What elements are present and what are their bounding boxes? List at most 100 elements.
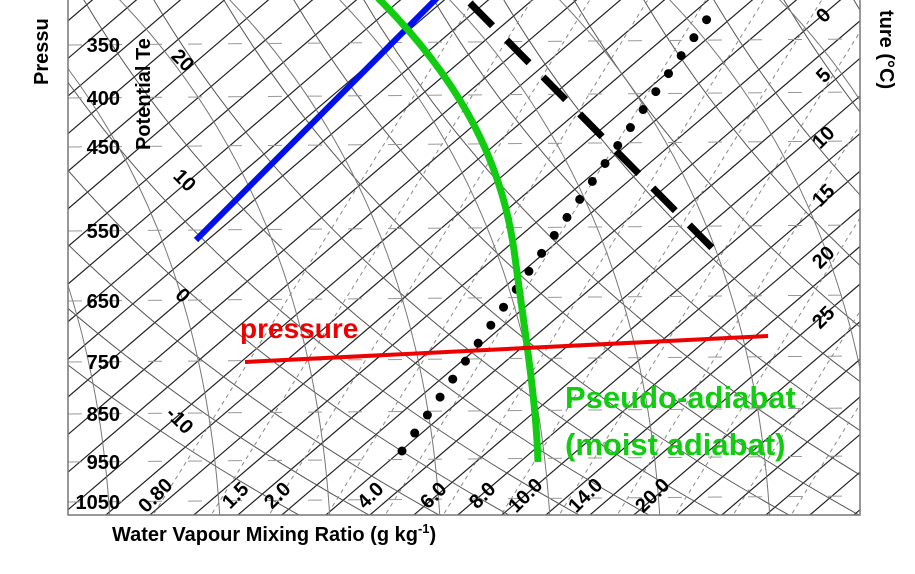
mixing-ratio-label: 1.5 [218,478,253,513]
pressure-label: 550 [87,221,120,243]
mixing-ratio-line [500,0,823,515]
highlighted-lines [193,0,769,463]
isotherm [500,208,860,515]
potential-temperature-label: -10 [161,403,197,439]
dry-adiabat [713,0,860,196]
dry-adiabat [643,0,860,267]
isobar [68,495,860,503]
background-grid [68,0,860,515]
isotherm [588,283,860,515]
potential-temperature-label: 20 [167,45,198,76]
moist-adiabat [448,0,661,515]
potential-temperature-label: 0 [171,284,194,307]
isobar [68,455,860,463]
dry-adiabat [783,0,860,113]
mixing-ratio-line [442,0,765,515]
isotherm [720,396,860,515]
isotherm [104,0,710,515]
isotherm [68,0,270,173]
dry-adiabat [363,0,860,476]
mixing-ratio-line [674,217,860,515]
isobar [68,140,860,148]
mixing-ratio-label: 20.0 [631,474,674,517]
pressure-axis-title: Pressu [31,18,53,85]
isotherm-line [467,0,729,265]
isobar-line [244,334,769,364]
potential-temperature-label: 10 [169,165,200,196]
isotherm [68,0,182,97]
title-end: ) [430,524,437,546]
dry-adiabat [223,0,791,515]
mixing-ratio-line [326,0,649,515]
dry-adiabat [68,169,511,515]
isotherm [68,0,534,398]
dry-adiabat [68,243,441,515]
moist-adiabat [228,0,441,515]
mixing-ratio-line [732,310,860,515]
mixing-ratio-line [397,7,717,456]
dry-adiabat [433,0,860,432]
moist-adiabat [558,0,771,515]
dry-adiabat [83,0,651,515]
pressure-label: 750 [87,352,120,374]
dry-adiabat [153,0,721,515]
mixing-ratio-label: 4.0 [353,478,388,513]
mixing-ratio-line [210,0,533,515]
pressure-label: 350 [87,35,120,57]
mixing-ratio-line [268,0,591,515]
mixing-ratio-label: 0.80 [134,474,177,517]
pressure-annotation: pressure [240,313,358,344]
isotherm [68,0,666,511]
isotherm [68,0,226,135]
isotherm [324,57,860,515]
isobar [68,294,860,302]
isotherm [68,0,402,285]
isotherm [148,0,754,515]
temperature-label: 25 [808,302,839,333]
pressure-label: 850 [87,404,120,426]
pressure-label: 400 [87,88,120,110]
pressure-label: 1050 [76,492,121,514]
isotherm [68,0,622,473]
pseudo-adiabat-annotation: Pseudo-adiabat [565,380,796,415]
moist-adiabat [68,67,221,515]
moist-adiabat [118,0,331,515]
potential-temperature-title: Potential Te [133,38,155,150]
mixing-ratio-line [152,0,475,515]
dry-adiabat [293,0,860,515]
temperature-label: 5 [812,64,835,87]
moist-adiabat [338,0,551,515]
dry-adiabat [68,307,371,515]
dry-adiabat-line [193,0,440,243]
isotherm [368,95,860,515]
isotherm [68,0,138,60]
dry-adiabat [68,81,581,515]
isotherm [68,0,446,323]
isobar [68,91,860,99]
pressure-label: 650 [87,291,120,313]
isotherm [68,0,490,361]
mixing-ratio-label: 10.0 [504,474,547,517]
moist-adiabat [68,283,111,515]
isobar [68,407,860,415]
isobar [68,224,860,232]
moist-adiabat [778,0,860,102]
isotherm [456,170,860,515]
isotherm [544,245,860,515]
pseudo-adiabat-line [375,0,542,463]
moist-adiabat [668,0,860,372]
mixing-ratio-line [790,403,860,515]
temperature-label: 10 [808,122,839,153]
mixing-ratio-line [558,30,860,515]
title-text: Water Vapour Mixing Ratio (g kg [112,524,418,546]
isotherm [68,0,314,210]
title-superscript: -1 [418,521,430,536]
moist-adiabat-annotation: (moist adiabat) [565,427,785,462]
isotherm [676,358,860,515]
mixing-ratio-line [384,0,707,515]
isotherm [632,320,860,515]
pressure-label: 450 [87,137,120,159]
mixing-ratio-axis-title: Water Vapour Mixing Ratio (g kg-1) [112,521,436,546]
isotherm [68,0,358,248]
